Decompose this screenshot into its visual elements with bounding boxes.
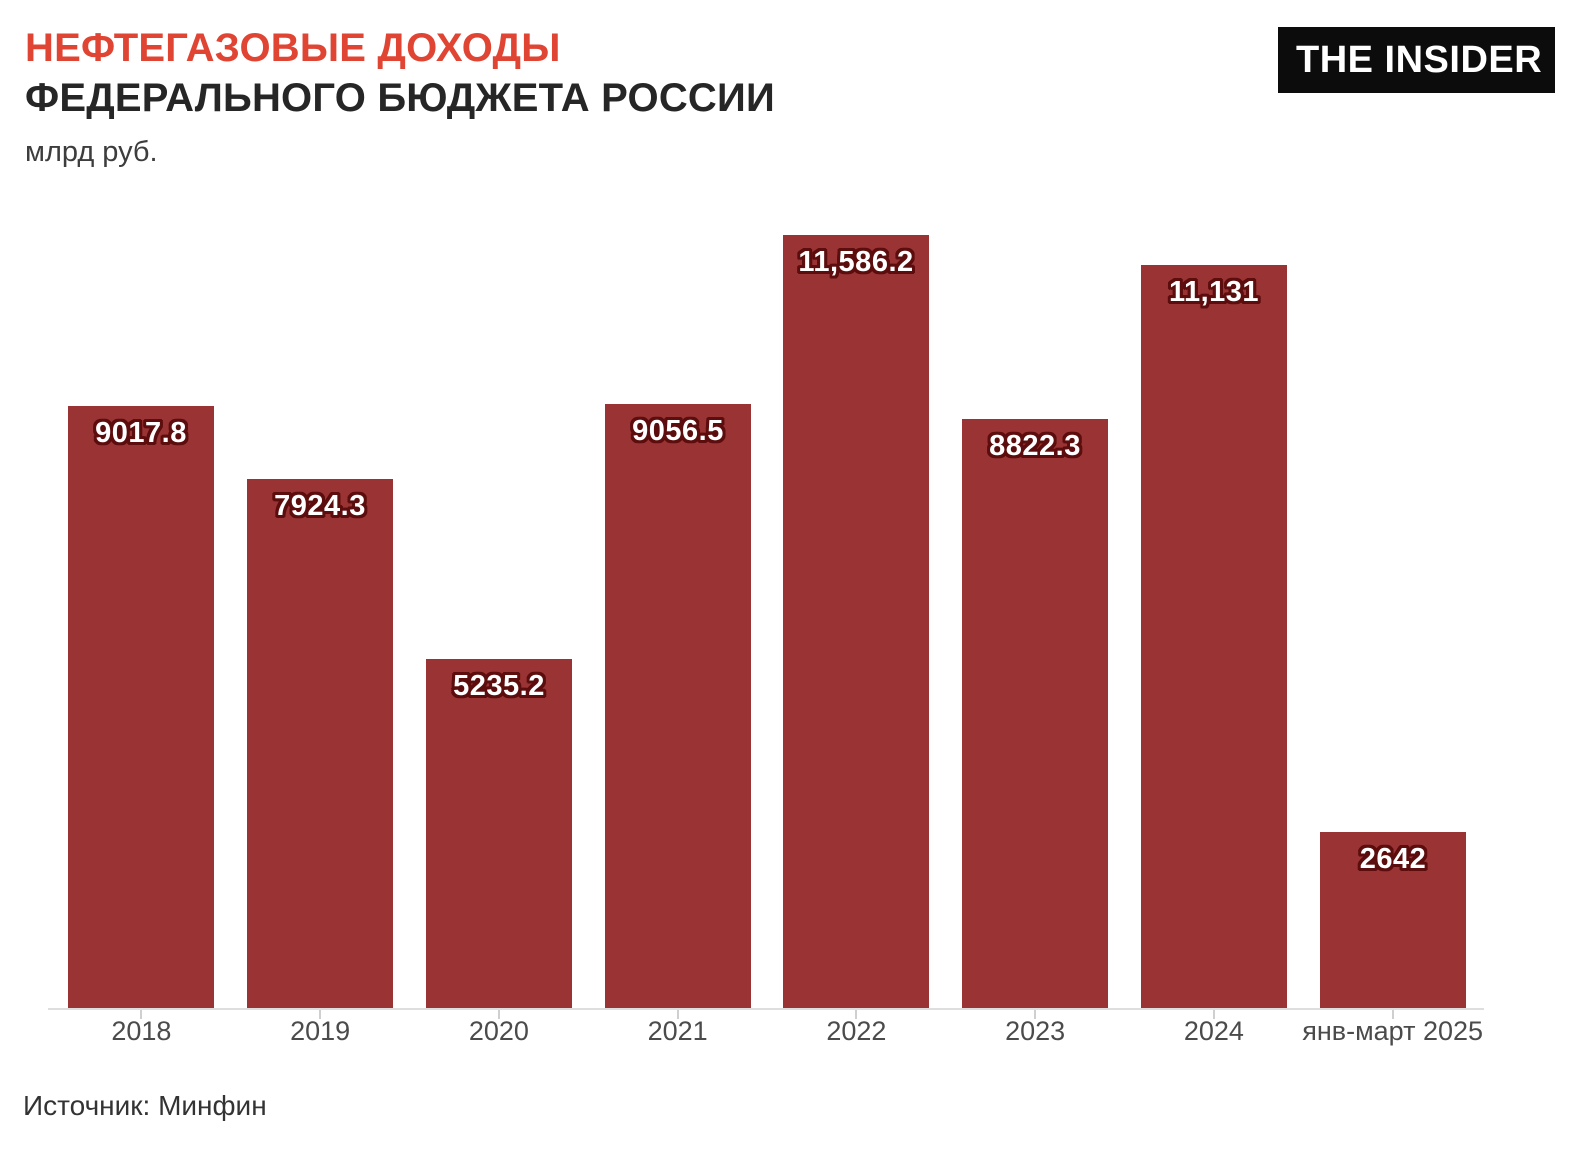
bar-янв-март 2025: 2642 [1320,832,1466,1008]
bar-value-label: 5235.2 [453,670,545,702]
x-axis-label-2022: 2022 [826,1016,887,1046]
x-axis-tick [497,1010,500,1019]
bar-2019: 7924.3 [247,479,393,1008]
x-axis-label-2018: 2018 [111,1016,172,1046]
bar-value-label: 9056.5 [632,415,724,447]
x-axis-tick [140,1010,143,1019]
bar-2020: 5235.2 [426,659,572,1008]
x-axis-tick [1391,1010,1394,1019]
x-axis-label-2019: 2019 [290,1016,351,1046]
bar-value-label: 9017.8 [95,417,187,449]
bar-2021: 9056.5 [605,404,751,1008]
chart-title-accent: НЕФТЕГАЗОВЫЕ ДОХОДЫ [25,26,561,70]
bar-2018: 9017.8 [68,406,214,1008]
chart-units-subtitle: млрд руб. [25,136,158,168]
the-insider-logo-text: THE INSIDER [1296,38,1543,81]
x-axis-tick [319,1010,322,1019]
x-axis-label-2024: 2024 [1183,1016,1244,1046]
bar-chart-plot-area: 9017.8 7924.3 5235.2 9056.5 11,586.2 8822.3 11… [52,190,1482,1008]
chart-title-main: ФЕДЕРАЛЬНОГО БЮДЖЕТА РОССИИ [25,76,775,120]
bar-value-label: 11,131 [1168,276,1260,308]
bar-2023: 8822.3 [962,419,1108,1008]
source-attribution: Источник: Минфин [23,1090,267,1121]
bar-2024: 11,131 [1141,265,1287,1008]
bar-value-label: 11,586.2 [798,246,914,278]
x-axis-tick [1212,1010,1215,1019]
bar-value-label: 2642 [1359,843,1427,875]
x-axis-tick [676,1010,679,1019]
x-axis-label-2023: 2023 [1005,1016,1066,1046]
x-axis-label-2021: 2021 [647,1016,708,1046]
x-axis-label-2020: 2020 [468,1016,529,1046]
the-insider-logo: THE INSIDER [1278,27,1555,93]
x-axis-line [48,1008,1484,1010]
x-axis-tick [1034,1010,1037,1019]
x-axis-label-янв-март 2025: янв-март 2025 [1302,1016,1484,1046]
bar-value-label: 8822.3 [989,430,1081,462]
bar-value-label: 7924.3 [274,490,366,522]
x-axis-tick [855,1010,858,1019]
bar-2022: 11,586.2 [783,235,929,1008]
